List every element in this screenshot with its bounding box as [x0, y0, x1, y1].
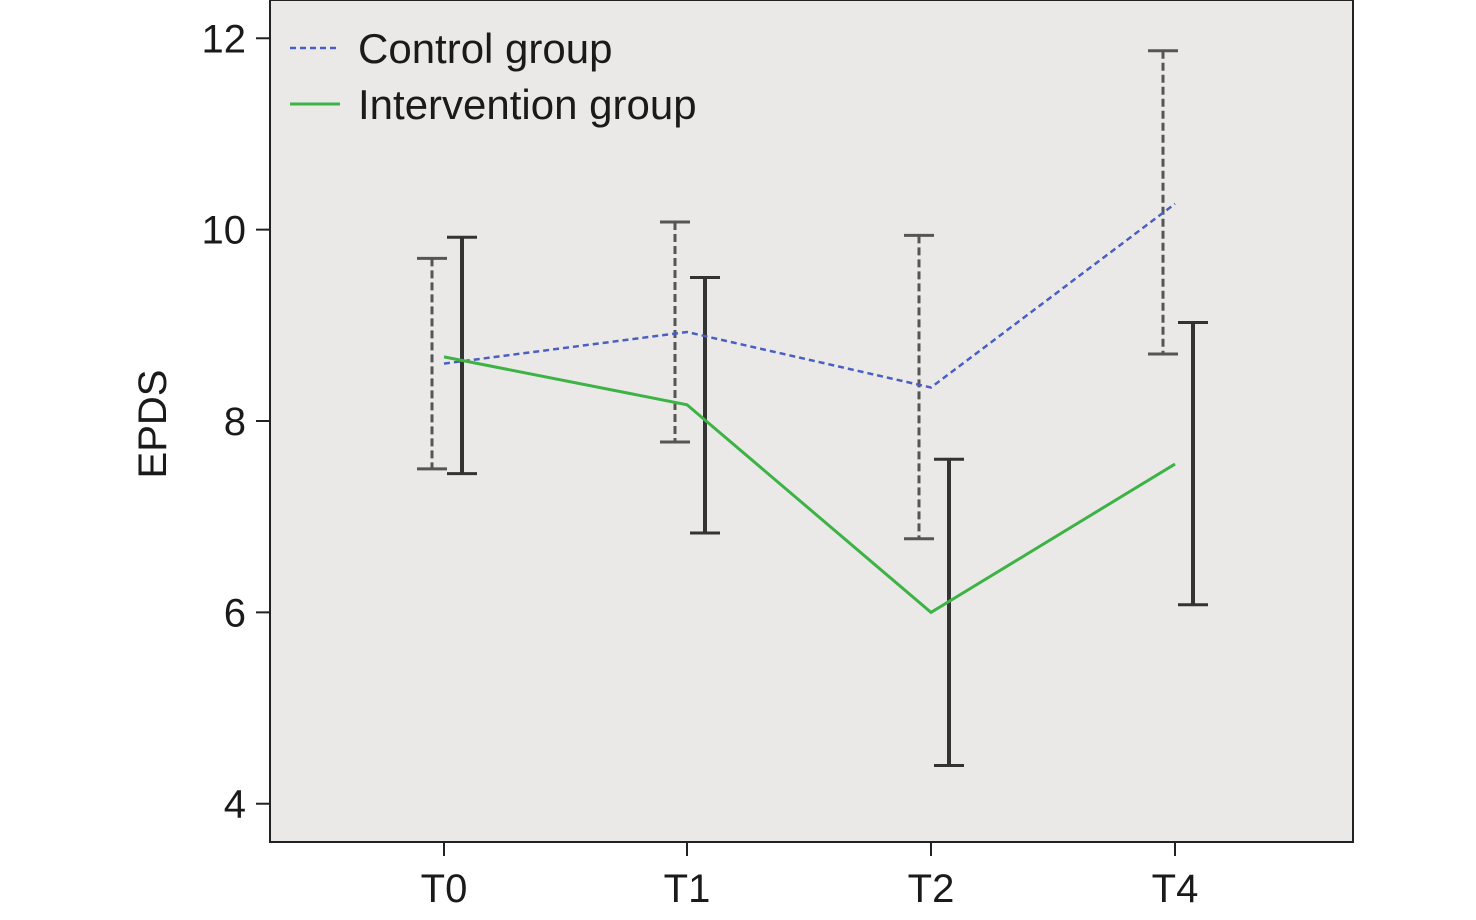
error-bar: [417, 256, 447, 471]
series-line: [443, 355, 1176, 615]
x-tick-label: T0: [421, 867, 468, 911]
legend: Control group Intervention group: [290, 25, 697, 128]
error-bar: [447, 235, 477, 476]
legend-label: Control group: [358, 25, 612, 72]
error-bars: [417, 49, 1208, 767]
y-axis-title: EPDS: [131, 370, 175, 479]
series-line: [443, 202, 1176, 389]
error-bar: [1178, 320, 1208, 607]
error-bar: [934, 457, 964, 767]
error-bar: [904, 233, 934, 541]
x-tick-label: T1: [664, 867, 711, 911]
x-tick-label: T4: [1152, 867, 1199, 911]
y-tick-label: 8: [224, 400, 246, 444]
y-tick-label: 10: [202, 209, 247, 253]
legend-entry: Control group: [290, 25, 612, 72]
y-tick-label: 12: [202, 17, 247, 61]
legend-label: Intervention group: [358, 81, 697, 128]
y-tick-label: 4: [224, 783, 246, 827]
y-axis: 4 6 8 10 12: [202, 17, 270, 827]
y-tick-label: 6: [224, 591, 246, 635]
series-lines: [443, 202, 1176, 615]
error-bar: [690, 275, 720, 535]
error-bar: [660, 220, 690, 444]
legend-entry: Intervention group: [290, 81, 697, 128]
x-tick-label: T2: [908, 867, 955, 911]
error-bar: [1148, 49, 1178, 356]
x-axis: T0 T1 T2 T4: [421, 842, 1199, 911]
plot-area: [269, 0, 1354, 843]
